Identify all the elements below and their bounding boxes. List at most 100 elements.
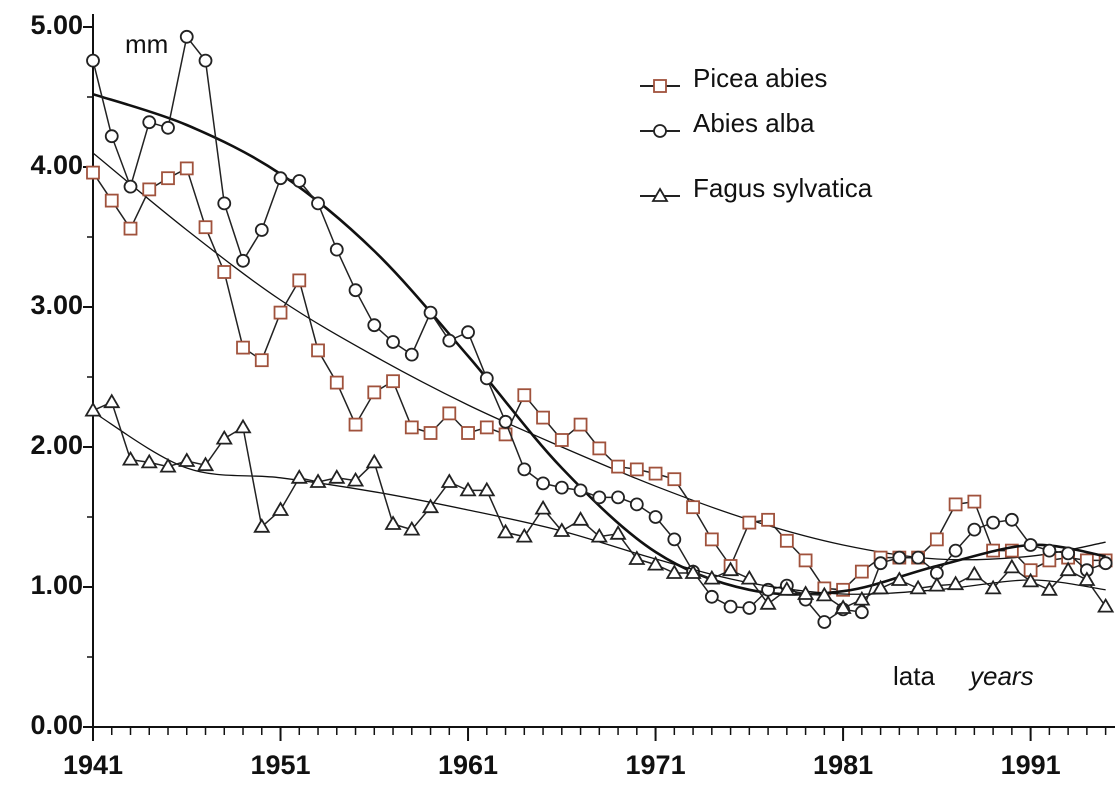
marker (423, 426, 438, 440)
marker (217, 265, 232, 279)
marker (667, 532, 682, 547)
y-tick-label: 4.00 (30, 150, 83, 180)
legend-label: Abies alba (693, 108, 815, 138)
marker (121, 450, 140, 466)
marker (929, 532, 944, 547)
legend-label: Picea abies (693, 63, 827, 93)
marker (421, 498, 440, 514)
x-tick-label: 1961 (438, 750, 498, 780)
marker (346, 471, 365, 487)
marker (629, 462, 644, 477)
marker (517, 388, 532, 403)
marker (948, 543, 963, 558)
marker (854, 605, 869, 620)
marker (797, 585, 815, 600)
marker (254, 353, 269, 368)
marker (965, 565, 983, 581)
marker (703, 569, 721, 585)
marker (479, 371, 494, 386)
marker (723, 599, 738, 614)
marker (386, 335, 400, 349)
marker (104, 129, 119, 144)
marker (442, 333, 457, 348)
y-tick-label: 2.00 (30, 430, 83, 460)
marker (853, 590, 871, 606)
marker (573, 483, 588, 498)
y-tick-label: 1.00 (30, 570, 83, 600)
y-unit: mm (125, 29, 168, 59)
marker (198, 53, 213, 68)
x-tick-label: 1981 (813, 750, 873, 780)
marker (742, 515, 757, 530)
marker (759, 595, 777, 610)
marker (647, 555, 665, 571)
marker (609, 525, 627, 540)
marker (629, 497, 644, 512)
marker (496, 523, 515, 539)
marker (273, 171, 288, 186)
marker (198, 220, 213, 235)
marker (909, 579, 927, 595)
marker (573, 417, 588, 432)
marker (611, 459, 625, 474)
marker (479, 420, 494, 435)
marker (104, 193, 119, 208)
marker (1059, 561, 1077, 577)
marker (217, 196, 232, 211)
legend-label: Fagus sylvatica (693, 173, 873, 203)
marker (590, 527, 608, 543)
marker (536, 476, 550, 491)
marker (442, 406, 457, 421)
marker (704, 532, 719, 547)
marker (461, 426, 475, 440)
marker (215, 429, 233, 445)
marker (778, 581, 796, 596)
x-tick-label: 1991 (1001, 750, 1061, 780)
marker (1061, 546, 1076, 561)
marker (142, 182, 157, 197)
marker (236, 253, 250, 268)
marker (159, 457, 177, 473)
marker (309, 473, 327, 488)
marker (534, 499, 552, 515)
marker (123, 179, 138, 194)
marker (742, 601, 757, 615)
marker (648, 510, 663, 524)
marker (348, 283, 363, 298)
marker (103, 393, 121, 409)
marker (815, 586, 833, 602)
marker (1022, 572, 1040, 588)
marker (179, 161, 194, 176)
marker (179, 29, 194, 44)
marker (328, 469, 346, 484)
marker (554, 480, 569, 495)
marker (329, 375, 344, 390)
marker (478, 481, 496, 497)
marker (196, 456, 215, 472)
marker (348, 417, 363, 432)
legend-marker (653, 124, 667, 138)
marker (273, 305, 288, 320)
marker (947, 575, 965, 591)
marker (178, 452, 196, 467)
marker (515, 527, 533, 543)
marker (911, 550, 926, 565)
marker (1097, 597, 1115, 613)
marker (161, 120, 175, 135)
marker (142, 115, 157, 130)
marker (461, 325, 475, 340)
marker (86, 165, 100, 180)
marker (234, 418, 252, 434)
marker (386, 374, 400, 389)
marker (1042, 543, 1057, 558)
marker (967, 522, 982, 537)
marker (611, 490, 625, 505)
marker (498, 414, 513, 429)
marker (854, 564, 869, 579)
marker (365, 453, 383, 469)
marker (517, 462, 532, 477)
marker (948, 497, 963, 512)
series-line (92, 167, 1106, 591)
marker (123, 221, 138, 236)
y-tick-label: 0.00 (30, 710, 83, 740)
